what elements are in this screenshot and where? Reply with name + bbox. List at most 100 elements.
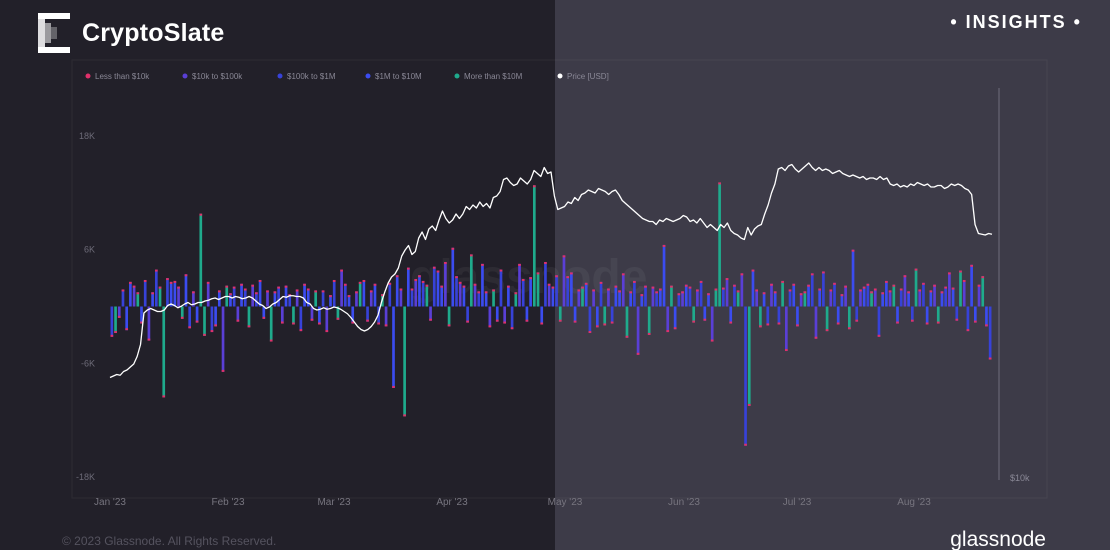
bar-cap [214,324,217,327]
bar-cap [610,321,614,324]
bar [584,282,588,307]
bar [169,281,173,307]
bar-cap [332,279,336,282]
x-tick-label: Aug '23 [897,497,931,508]
bar-cap [347,295,351,298]
bar-cap [595,325,599,328]
bar-cap [881,292,885,295]
bar-cap [681,291,684,294]
legend-label: $10k to $100k [192,72,243,81]
bar [369,290,373,307]
bar [733,284,736,307]
bar-cap [903,275,907,278]
bar-cap [469,254,473,257]
bar-cap [321,290,325,293]
bar-cap [406,267,410,270]
bar-cap [847,327,851,330]
bar [907,291,910,307]
bar [399,288,403,307]
bar-cap [799,293,803,296]
right-axis-tick-label: $10k [1010,473,1030,483]
bar [229,293,232,307]
legend-marker [85,73,91,79]
bar [284,285,288,307]
bar-cap [266,290,269,293]
bar [488,306,492,328]
bar [644,285,647,307]
bar [940,291,944,307]
bar [892,284,896,307]
bar [933,284,936,307]
bar [825,306,829,332]
bar-cap [255,292,258,295]
bar [770,283,773,307]
bar [388,282,392,307]
bar-cap [466,320,469,323]
bar-cap [136,292,140,295]
bar [110,306,114,337]
bar [677,293,681,307]
bar [696,289,699,307]
bar [462,285,466,307]
glassnode-brand: glassnode [950,528,1046,550]
bar-cap [403,414,406,417]
bar [818,288,822,307]
bar [570,272,573,307]
bar-cap [399,288,403,291]
bar-cap [510,327,514,330]
bar-cap [647,332,651,335]
bar [536,272,540,307]
bar-cap [366,319,369,322]
bar [362,279,366,307]
bar [280,306,284,324]
bar [429,306,432,321]
bar [395,275,399,307]
bar [310,306,314,321]
bar [581,286,584,307]
bar-cap [825,329,829,332]
bar-cap [803,291,807,294]
bar [132,285,136,307]
bar [807,284,810,307]
bar [166,278,169,307]
bar [299,306,303,332]
bar [922,282,925,307]
bar-cap [733,284,736,287]
bar-cap [292,322,295,325]
bar [495,306,499,322]
bar-cap [188,326,192,329]
bar [343,283,347,307]
bar-cap [870,291,873,294]
bar [966,306,970,332]
bar [948,272,951,307]
bar [529,277,532,307]
bar [603,306,607,326]
bar [736,290,740,307]
bar [251,284,255,307]
bar-cap [925,322,929,325]
bar-cap [369,290,373,293]
bar [477,291,481,307]
bar-cap [788,289,792,292]
bar [188,306,192,329]
bar-cap [784,349,788,352]
bar [881,292,885,307]
bar-cap [644,285,647,288]
bar [985,306,988,327]
legend-label: Price [USD] [567,72,609,81]
bar-cap [814,336,818,339]
bar [117,306,121,318]
bar [288,294,292,307]
bar-cap [822,271,825,274]
bar-cap [721,287,725,290]
bar-cap [151,292,154,295]
bar-cap [273,291,277,294]
bar-cap [440,285,444,288]
x-tick-label: Jun '23 [668,497,700,508]
bar-cap [318,322,321,325]
bar [747,306,751,406]
bar-cap [499,269,503,272]
bar-cap [532,185,536,188]
bar-cap [258,279,262,282]
bar-cap [518,263,521,266]
